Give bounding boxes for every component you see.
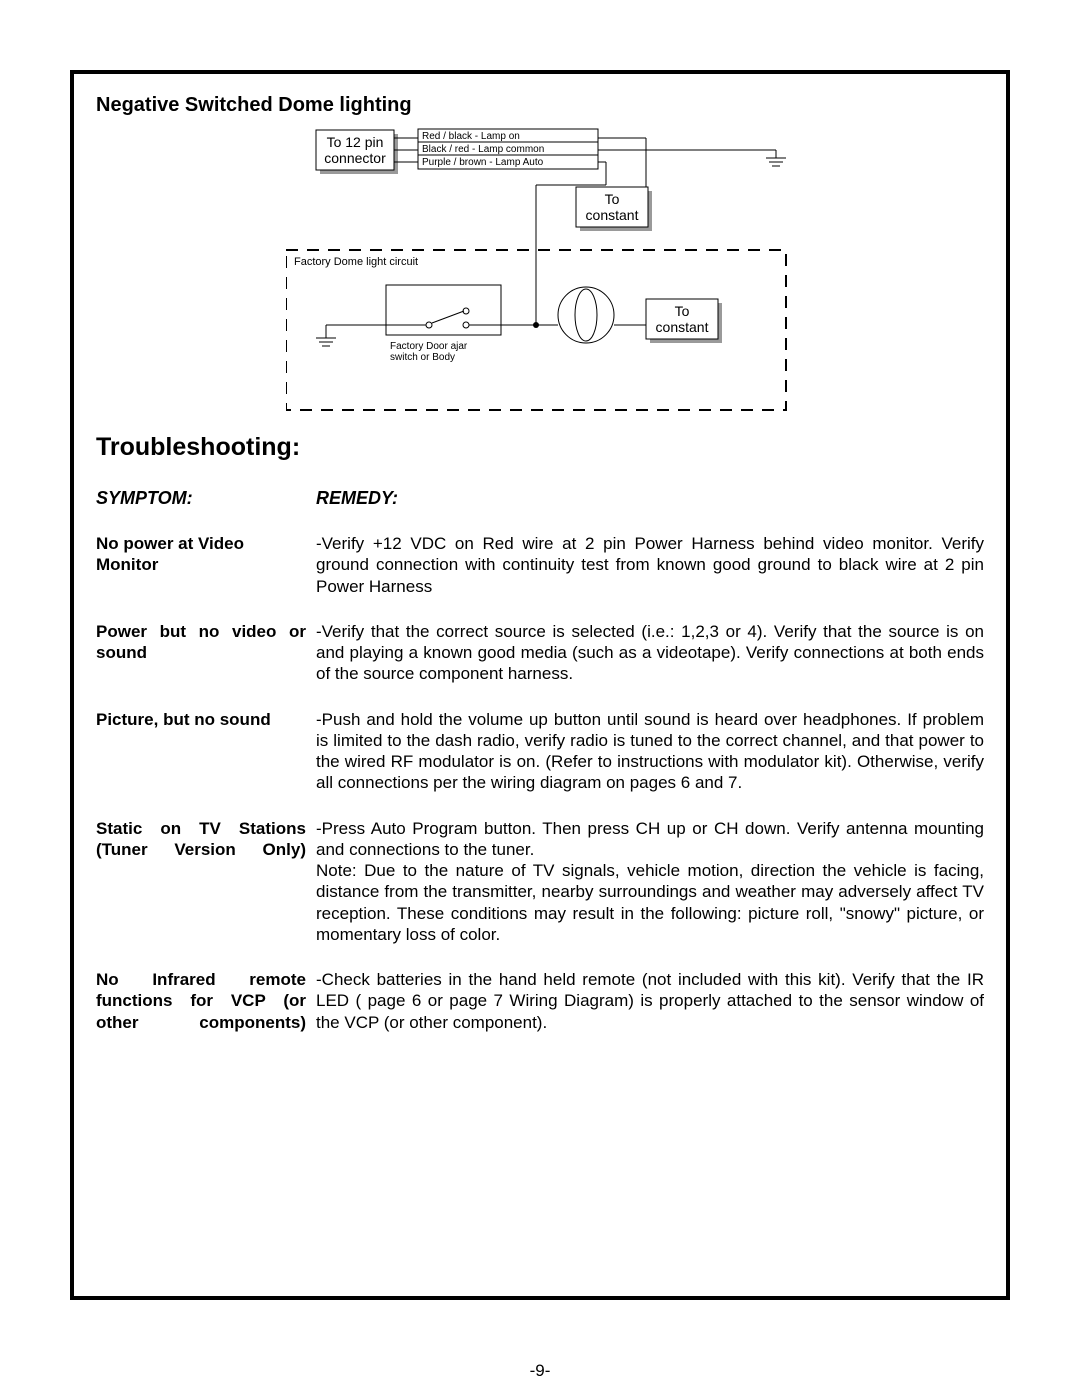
troubleshooting-table: SYMPTOM: REMEDY: No power at Video Monit… (96, 488, 984, 1033)
page-number: -9- (0, 1361, 1080, 1381)
remedy-text: -Push and hold the volume up button unti… (316, 709, 984, 794)
symptom-text: No Infrared remote functions for VCP (or… (96, 969, 306, 1033)
diagram-wire-label-0: Red / black - Lamp on (422, 131, 520, 142)
diagram-box-connector-l2: connector (324, 150, 386, 166)
col-header-remedy: REMEDY: (316, 488, 984, 509)
table-row: Picture, but no sound -Push and hold the … (96, 709, 984, 794)
table-row: Static on TV Stations (Tuner Version Onl… (96, 818, 984, 946)
main-heading: Troubleshooting: (96, 433, 984, 462)
table-row: No power at Video Monitor-Verify +12 VDC… (96, 533, 984, 597)
symptom-text: No power at Video Monitor (96, 533, 306, 576)
table-row: No Infrared remote functions for VCP (or… (96, 969, 984, 1033)
diagram-dashed-label: Factory Dome light circuit (294, 256, 418, 268)
table-row: Power but no video or sound-Verify that … (96, 621, 984, 685)
svg-text:To: To (675, 303, 690, 319)
diagram-heading: Negative Switched Dome lighting (96, 94, 984, 117)
remedy-text: -Check batteries in the hand held remote… (316, 969, 984, 1033)
table-header-row: SYMPTOM: REMEDY: (96, 488, 984, 509)
page-frame: Negative Switched Dome lighting To 12 pi… (70, 70, 1010, 1300)
svg-text:To: To (605, 191, 620, 207)
diagram-wire-label-1: Black / red - Lamp common (422, 144, 544, 155)
wiring-diagram: To 12 pin connector Red / black - Lamp o… (286, 125, 986, 415)
symptom-text: Power but no video or sound (96, 621, 306, 664)
remedy-text: -Verify +12 VDC on Red wire at 2 pin Pow… (316, 533, 984, 597)
svg-text:Factory Door ajar: Factory Door ajar (390, 341, 468, 352)
svg-text:constant: constant (656, 319, 709, 335)
svg-text:switch or Body: switch or Body (390, 352, 455, 363)
remedy-text: -Press Auto Program button. Then press C… (316, 818, 984, 946)
col-header-symptom: SYMPTOM: (96, 488, 316, 509)
diagram-wire-label-2: Purple / brown - Lamp Auto (422, 157, 544, 168)
svg-text:constant: constant (586, 207, 639, 223)
diagram-box-connector-l1: To 12 pin (327, 134, 384, 150)
remedy-text: -Verify that the correct source is selec… (316, 621, 984, 685)
symptom-text: Picture, but no sound (96, 709, 306, 730)
symptom-text: Static on TV Stations (Tuner Version Onl… (96, 818, 306, 861)
